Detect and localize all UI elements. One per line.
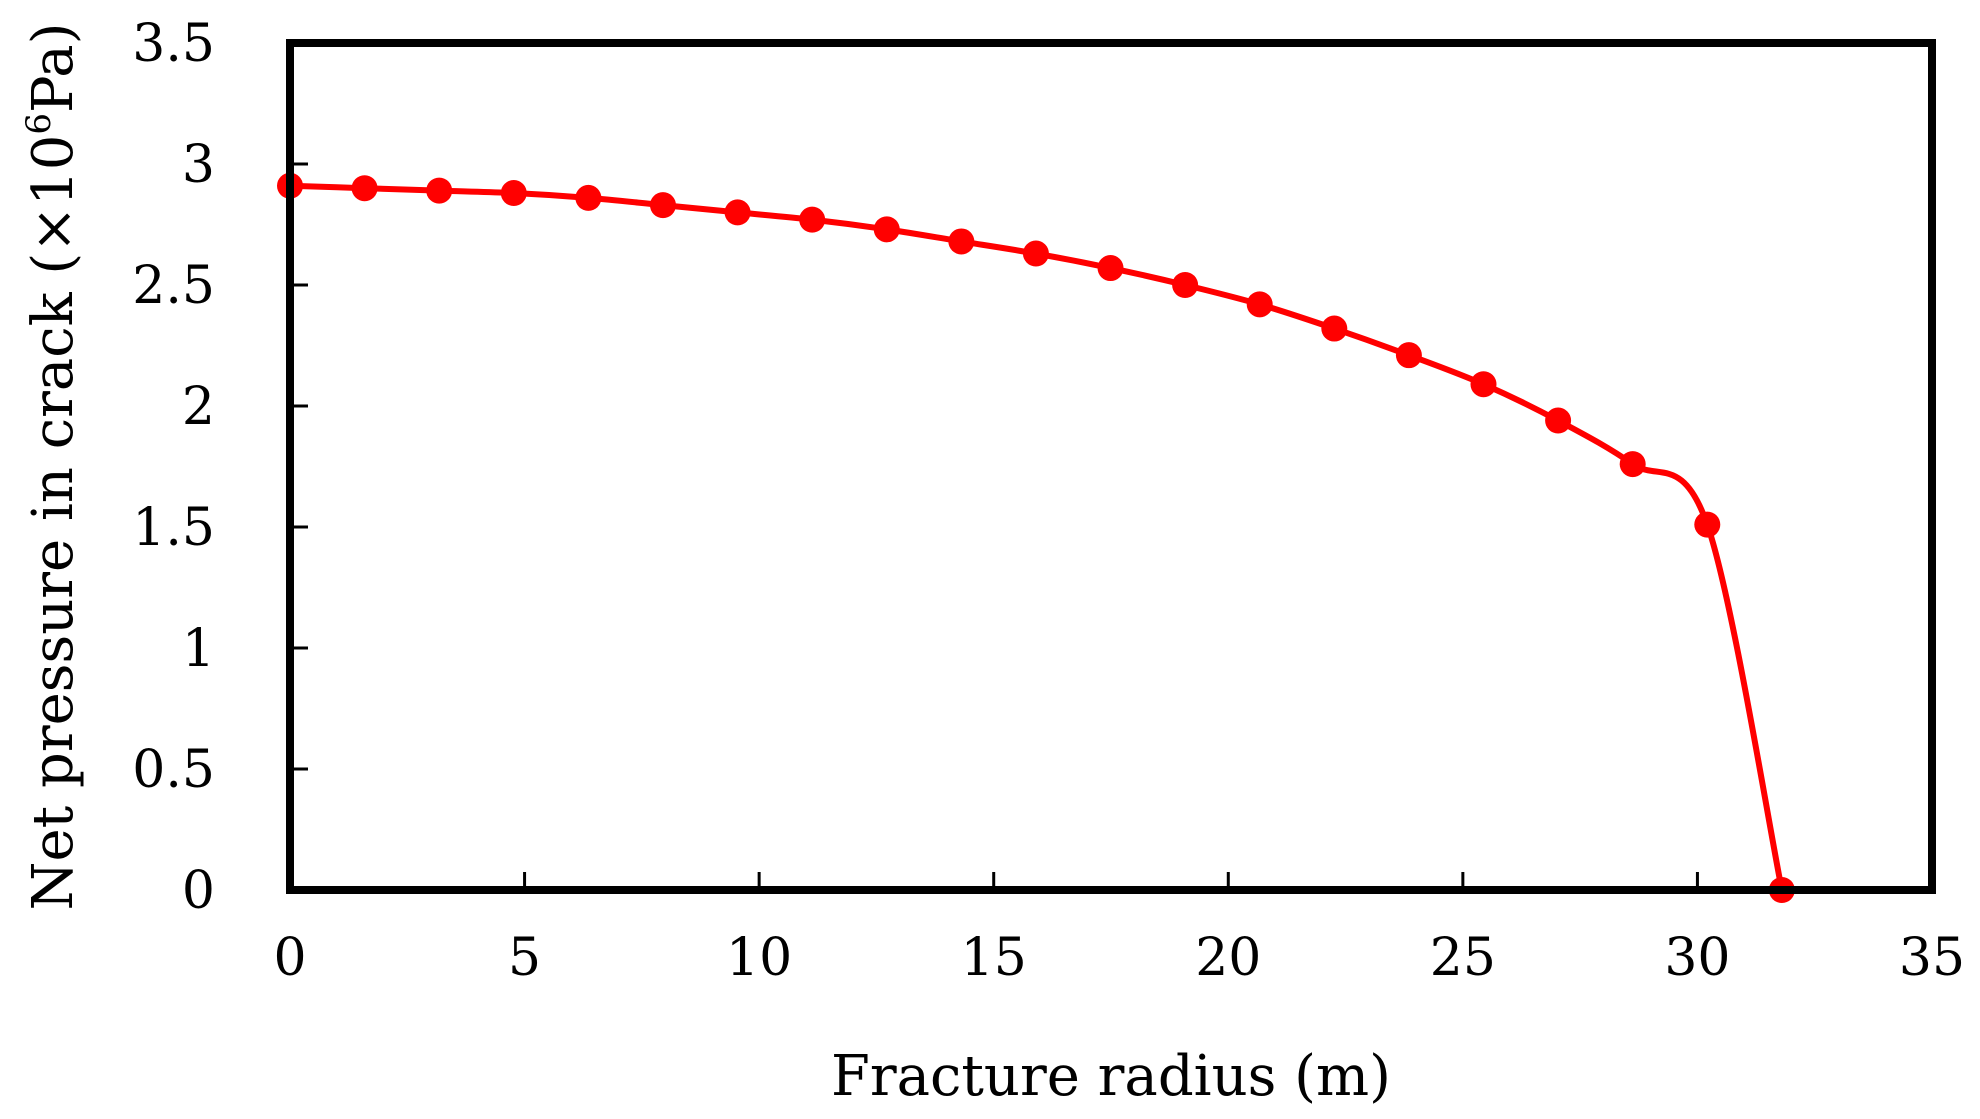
- y-axis-title: Net pressure in crack (×106Pa): [19, 23, 86, 911]
- x-axis-title: Fracture radius (m): [831, 1044, 1391, 1109]
- y-tick-label: 3.5: [132, 14, 215, 74]
- data-point: [724, 199, 751, 226]
- data-point: [873, 216, 900, 243]
- y-tick-label: 1: [182, 619, 215, 679]
- x-tick-label: 0: [273, 928, 306, 988]
- data-point: [500, 180, 527, 207]
- plot-area-frame: [286, 39, 1936, 894]
- x-tick-label: 25: [1430, 928, 1496, 988]
- data-point: [1395, 342, 1422, 369]
- x-tick-label: 20: [1195, 928, 1261, 988]
- data-point: [1321, 315, 1348, 342]
- y-tick-label: 3: [182, 135, 215, 195]
- y-tick-label: 2: [182, 377, 215, 437]
- data-point: [575, 184, 602, 211]
- y-axis-title-exponent: 6: [19, 113, 59, 135]
- x-tick-label: 15: [961, 928, 1027, 988]
- data-point: [1694, 511, 1721, 538]
- y-tick-label: 2.5: [132, 256, 215, 316]
- data-point: [649, 192, 676, 219]
- data-point: [426, 177, 453, 204]
- y-tick-labels: 0 0.5 1 1.5 2 2.5 3 3.5: [132, 14, 215, 921]
- x-tick-label: 5: [508, 928, 541, 988]
- y-tick-label: 0: [182, 861, 215, 921]
- data-point: [799, 206, 826, 233]
- data-point: [351, 175, 378, 202]
- x-tick-label: 10: [726, 928, 792, 988]
- series-points-layer: [277, 172, 1795, 903]
- y-tick-label: 0.5: [132, 740, 215, 800]
- data-point: [1246, 291, 1273, 318]
- y-axis-title-prefix: Net pressure in crack (×10: [21, 135, 86, 911]
- x-tick-labels: 0 5 10 15 20 25 30 35: [273, 928, 1965, 988]
- data-point: [1097, 255, 1124, 282]
- y-axis-title-suffix: Pa): [21, 23, 86, 113]
- x-tick-label: 35: [1899, 928, 1965, 988]
- data-point: [948, 228, 975, 255]
- series-line-layer: [289, 182, 1785, 891]
- series-line: [289, 182, 1785, 891]
- data-point: [1619, 451, 1646, 478]
- x-tick-label: 30: [1664, 928, 1730, 988]
- axis-ticks: [288, 41, 1934, 892]
- data-point: [1022, 240, 1049, 267]
- data-point: [1545, 407, 1572, 434]
- y-tick-label: 1.5: [132, 498, 215, 558]
- data-point: [1172, 272, 1199, 298]
- data-point: [1470, 371, 1497, 398]
